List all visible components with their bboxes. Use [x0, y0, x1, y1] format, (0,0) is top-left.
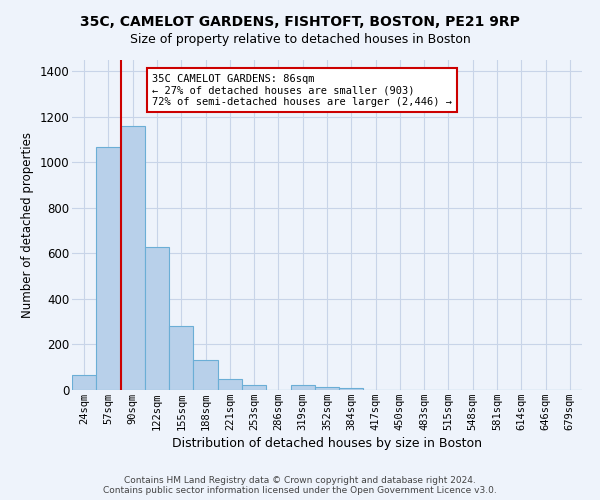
Text: 35C, CAMELOT GARDENS, FISHTOFT, BOSTON, PE21 9RP: 35C, CAMELOT GARDENS, FISHTOFT, BOSTON, … — [80, 15, 520, 29]
Y-axis label: Number of detached properties: Number of detached properties — [21, 132, 34, 318]
Bar — [290, 386, 315, 390]
Bar — [72, 375, 96, 390]
Bar — [339, 388, 364, 390]
Bar — [315, 386, 339, 390]
Bar — [121, 126, 145, 390]
X-axis label: Distribution of detached houses by size in Boston: Distribution of detached houses by size … — [172, 437, 482, 450]
Bar — [145, 246, 169, 390]
Bar — [193, 360, 218, 390]
Bar — [96, 147, 121, 390]
Bar — [242, 386, 266, 390]
Bar — [218, 380, 242, 390]
Text: 35C CAMELOT GARDENS: 86sqm
← 27% of detached houses are smaller (903)
72% of sem: 35C CAMELOT GARDENS: 86sqm ← 27% of deta… — [152, 74, 452, 107]
Text: Contains HM Land Registry data © Crown copyright and database right 2024.
Contai: Contains HM Land Registry data © Crown c… — [103, 476, 497, 495]
Bar — [169, 326, 193, 390]
Text: Size of property relative to detached houses in Boston: Size of property relative to detached ho… — [130, 32, 470, 46]
